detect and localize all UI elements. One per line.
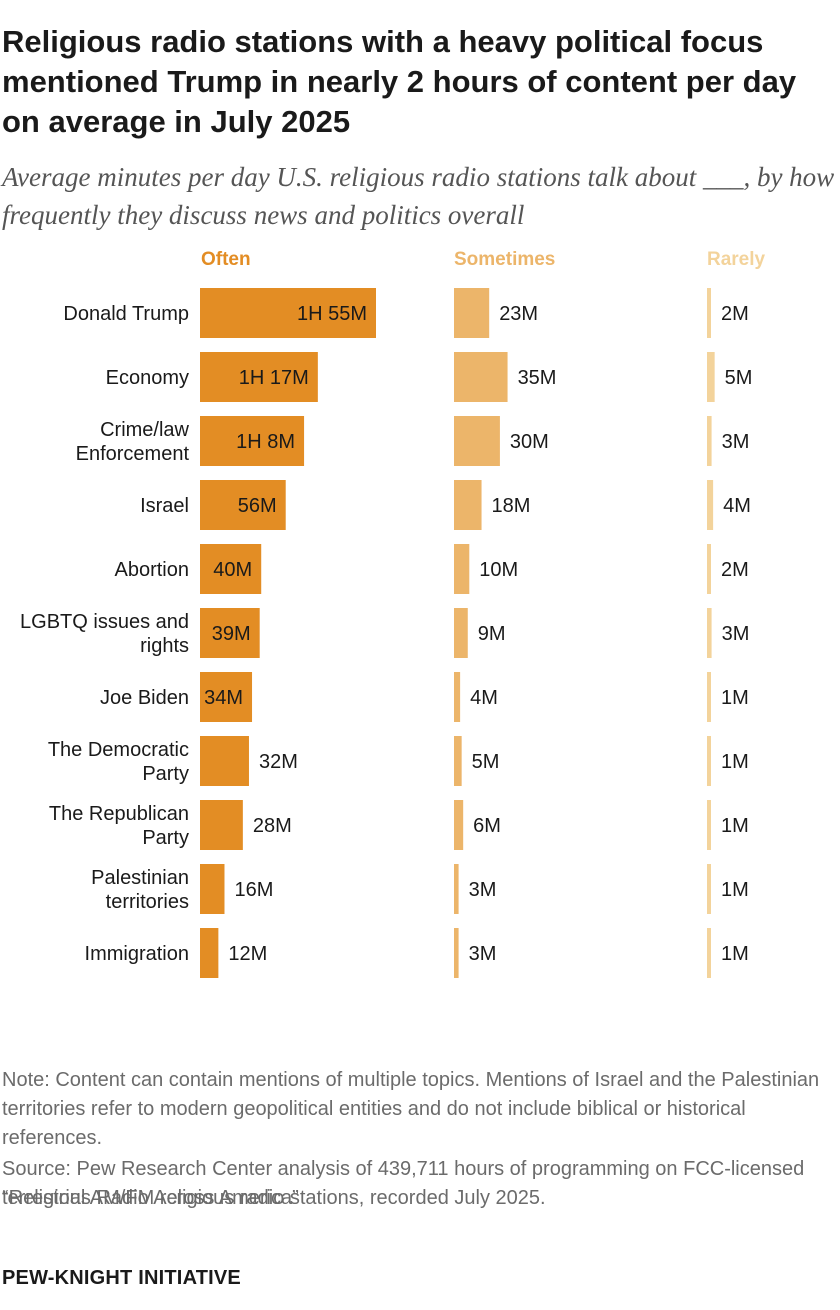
bar-sometimes: [454, 352, 508, 402]
report-title: “Religious Radio Across America”: [2, 1187, 299, 1209]
category-label: Party: [142, 763, 189, 785]
series-header-sometimes: Sometimes: [454, 249, 555, 270]
bar-often: [200, 672, 253, 722]
bar-chart: Often Sometimes Rarely Donald Trump Economy C…: [20, 249, 766, 978]
data-label-often: 16M: [234, 879, 273, 901]
bar-often: [200, 928, 219, 978]
bar-rarely: [707, 928, 711, 978]
data-label-rarely: 1M: [721, 687, 749, 709]
bar-rarely: [707, 416, 712, 466]
data-label-often: 28M: [253, 815, 292, 837]
bar-rarely: [707, 864, 711, 914]
data-label-sometimes: 23M: [499, 303, 538, 325]
bar-often: [200, 416, 305, 466]
data-label-often: 12M: [228, 943, 267, 965]
data-label-often: 34M: [204, 687, 243, 709]
data-label-rarely: 1M: [721, 751, 749, 773]
data-label-often: 1H 55M: [297, 303, 367, 325]
data-label-sometimes: 10M: [479, 559, 518, 581]
bar-rarely: [707, 672, 711, 722]
bar-sometimes: [454, 416, 500, 466]
series-header-often: Often: [201, 249, 251, 270]
bar-sometimes: [454, 608, 468, 658]
category-label: Crime/law: [100, 419, 189, 441]
brand-logo-text: PEW-KNIGHT INITIATIVE: [2, 1267, 241, 1289]
data-label-sometimes: 3M: [469, 943, 497, 965]
data-label-sometimes: 30M: [510, 431, 549, 453]
bar-rarely: [707, 608, 712, 658]
chart-source: Source: Pew Research Center analysis of …: [2, 1158, 805, 1209]
bar-often: [200, 288, 376, 338]
category-label: The Democratic: [48, 739, 189, 761]
data-label-rarely: 3M: [722, 431, 750, 453]
category-label: The Republican: [49, 803, 189, 825]
data-label-often: 39M: [212, 623, 251, 645]
category-label: Joe Biden: [100, 687, 189, 709]
data-label-often: 40M: [213, 559, 252, 581]
bar-often: [200, 480, 286, 530]
data-label-rarely: 2M: [721, 559, 749, 581]
data-label-sometimes: 18M: [492, 495, 531, 517]
data-label-often: 1H 17M: [239, 367, 309, 389]
data-label-sometimes: 9M: [478, 623, 506, 645]
chart-subtitle: Average minutes per day U.S. religious r…: [2, 162, 835, 230]
bar-rarely: [707, 288, 711, 338]
bar-rarely: [707, 352, 715, 402]
category-label: Immigration: [85, 943, 189, 965]
data-label-rarely: 5M: [725, 367, 753, 389]
bar-sometimes: [454, 864, 459, 914]
category-label: Abortion: [115, 559, 190, 581]
bar-often: [200, 352, 318, 402]
category-label: Economy: [106, 367, 189, 389]
bar-rarely: [707, 736, 711, 786]
bar-often: [200, 608, 260, 658]
bar-sometimes: [454, 800, 464, 850]
bar-often: [200, 864, 225, 914]
bar-often: [200, 736, 249, 786]
series-header-rarely: Rarely: [707, 249, 766, 270]
category-label: LGBTQ issues and: [20, 611, 189, 633]
data-label-rarely: 2M: [721, 303, 749, 325]
category-label: Enforcement: [76, 443, 190, 465]
category-label: Israel: [140, 495, 189, 517]
category-label: Party: [142, 827, 189, 849]
data-label-sometimes: 35M: [518, 367, 557, 389]
category-label: rights: [140, 635, 189, 657]
bar-sometimes: [454, 288, 490, 338]
category-label: Palestinian: [91, 867, 189, 889]
data-label-sometimes: 4M: [470, 687, 498, 709]
bar-rarely: [707, 544, 711, 594]
data-label-rarely: 3M: [722, 623, 750, 645]
category-label: Donald Trump: [63, 303, 189, 325]
bar-sometimes: [454, 672, 461, 722]
data-label-often: 56M: [238, 495, 277, 517]
category-label: territories: [106, 891, 189, 913]
bar-sometimes: [454, 480, 482, 530]
data-label-often: 1H 8M: [236, 431, 295, 453]
data-label-rarely: 1M: [721, 879, 749, 901]
data-label-sometimes: 3M: [469, 879, 497, 901]
bar-sometimes: [454, 736, 462, 786]
data-label-sometimes: 6M: [473, 815, 501, 837]
bar-often: [200, 800, 243, 850]
chart-note: Note: Content can contain mentions of mu…: [2, 1069, 820, 1149]
bar-sometimes: [454, 928, 459, 978]
data-label-rarely: 4M: [723, 495, 751, 517]
data-label-often: 32M: [259, 751, 298, 773]
bar-sometimes: [454, 544, 470, 594]
data-label-rarely: 1M: [721, 943, 749, 965]
data-label-sometimes: 5M: [472, 751, 500, 773]
bar-rarely: [707, 800, 711, 850]
bar-often: [200, 544, 262, 594]
chart-title: Religious radio stations with a heavy po…: [2, 24, 797, 139]
bar-rarely: [707, 480, 714, 530]
data-label-rarely: 1M: [721, 815, 749, 837]
